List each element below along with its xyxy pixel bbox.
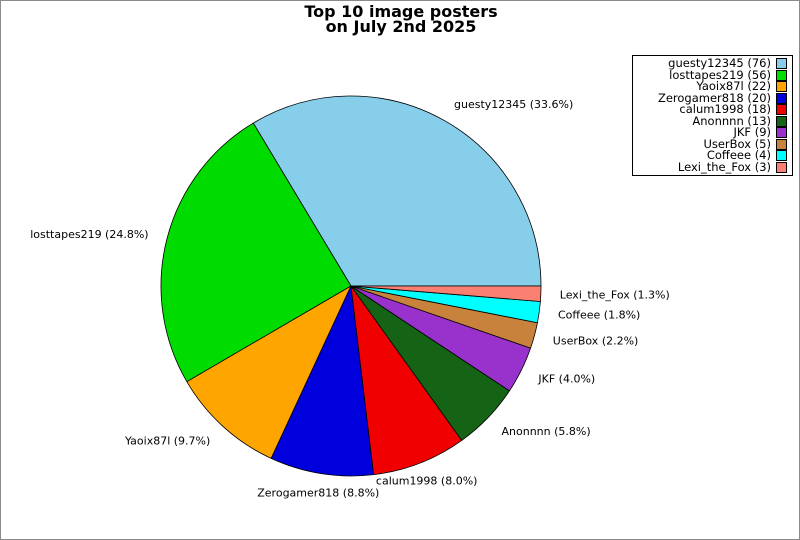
legend-label: Zerogamer818 (20) xyxy=(657,90,771,105)
legend-label: Anonnnn (13) xyxy=(692,113,771,128)
legend-row: Anonnnn (13) xyxy=(635,113,787,128)
legend-swatch xyxy=(776,104,787,116)
legend-swatch xyxy=(776,115,787,127)
slice-label: Zerogamer818 (8.8%) xyxy=(257,486,379,499)
legend-row: UserBox (5) xyxy=(635,136,787,151)
pie-slice-yaoix87l xyxy=(186,285,352,459)
legend-row: Zerogamer818 (20) xyxy=(635,90,787,105)
chart-title-line1: Top 10 image posters xyxy=(304,2,498,21)
slice-label: Yaoix87l (9.7%) xyxy=(124,434,210,447)
legend-row: losttapes219 (56) xyxy=(635,67,787,82)
legend-label: JKF (9) xyxy=(733,125,772,139)
pie-slice-zerogamer818 xyxy=(270,285,375,477)
slice-label: Lexi_the_Fox (1.3%) xyxy=(560,288,670,301)
pie-slice-lexi_the_fox xyxy=(350,285,542,302)
slice-label: Anonnnn (5.8%) xyxy=(502,425,591,438)
slice-label: UserBox (2.2%) xyxy=(553,334,639,347)
pie-slice-guesty12345 xyxy=(252,95,542,287)
slice-label: calum1998 (8.0%) xyxy=(376,475,478,488)
pie-slice-losttapes219 xyxy=(160,122,352,383)
legend-row: guesty12345 (76) xyxy=(635,56,787,70)
slice-label: JKF (4.0%) xyxy=(537,372,595,385)
slice-label: losttapes219 (24.8%) xyxy=(30,228,148,241)
chart-title-line2: on July 2nd 2025 xyxy=(325,17,477,36)
legend-row: calum1998 (18) xyxy=(635,102,787,116)
legend-row: Lexi_the_Fox (3) xyxy=(635,159,787,174)
legend-row: Yaoix87l (22) xyxy=(635,79,787,93)
legend-swatch xyxy=(776,69,787,81)
legend-label: calum1998 (18) xyxy=(679,102,771,116)
legend-swatch xyxy=(776,81,787,93)
legend-swatch xyxy=(776,92,787,104)
legend-label: Lexi_the_Fox (3) xyxy=(677,159,771,174)
legend-label: losttapes219 (56) xyxy=(669,67,771,82)
legend-row: JKF (9) xyxy=(635,125,787,139)
legend: guesty12345 (76) losttapes219 (56) Yaoix87… xyxy=(632,55,793,176)
legend-label: UserBox (5) xyxy=(703,136,771,151)
legend-swatch xyxy=(776,127,787,139)
legend-label: Yaoix87l (22) xyxy=(696,79,771,93)
legend-swatch xyxy=(776,161,787,173)
legend-swatch xyxy=(776,58,787,70)
legend-swatch xyxy=(776,150,787,162)
legend-swatch xyxy=(776,138,787,150)
pie-slice-calum1998 xyxy=(350,285,463,476)
chart-title: Top 10 image posters on July 2nd 2025 xyxy=(1,2,799,36)
slice-label: guesty12345 (33.6%) xyxy=(454,98,573,111)
slice-label: Coffeee (1.8%) xyxy=(558,309,640,322)
legend-label: guesty12345 (76) xyxy=(668,56,771,70)
legend-row: Coffeee (4) xyxy=(635,148,787,162)
legend-label: Coffeee (4) xyxy=(706,148,771,162)
